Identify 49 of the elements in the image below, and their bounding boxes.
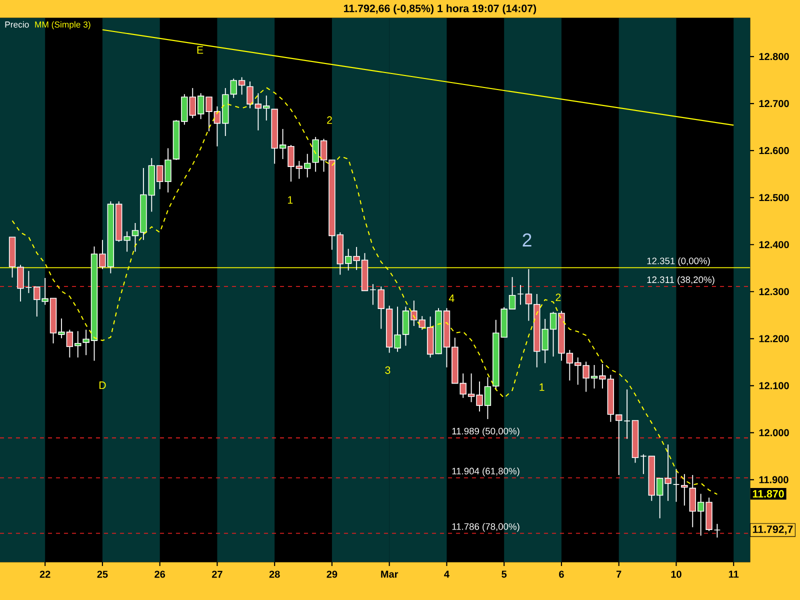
ref-line-label: 12.351 (0,00%) bbox=[647, 257, 710, 266]
ref-line-label: 12.311 (38,20%) bbox=[647, 276, 714, 285]
x-tick-label: 25 bbox=[97, 570, 108, 578]
annotation: 1 bbox=[288, 196, 293, 204]
text: Precio bbox=[5, 21, 29, 28]
ref-line-label: 11.989 (50,00%) bbox=[452, 428, 520, 436]
annotation: E bbox=[197, 46, 204, 54]
candlestick bbox=[517, 284, 524, 306]
text: MM (Simple 3) bbox=[35, 21, 90, 30]
y-tick-label: 12.600 bbox=[759, 147, 789, 154]
y-tick-label: 12.400 bbox=[759, 241, 789, 248]
x-tick-label: 10 bbox=[671, 570, 682, 578]
annotation: 1 bbox=[540, 383, 544, 391]
candlestick bbox=[640, 454, 647, 475]
x-tick-label: Mar bbox=[381, 570, 398, 578]
y-tick-label: 12.000 bbox=[759, 429, 789, 436]
candlestick bbox=[624, 388, 630, 440]
x-tick-label: 4 bbox=[444, 570, 450, 578]
y-tick-label: 12.500 bbox=[759, 194, 789, 202]
x-tick-label: 27 bbox=[212, 570, 222, 578]
x-tick-label: 5 bbox=[502, 570, 507, 578]
y-tick-label: 12.800 bbox=[759, 53, 789, 60]
y-tick-label: 12.200 bbox=[759, 335, 789, 342]
x-tick-label: 26 bbox=[154, 570, 166, 578]
x-tick-label: 28 bbox=[269, 570, 280, 578]
x-tick-label: 11 bbox=[728, 570, 739, 578]
candlestick bbox=[672, 468, 680, 502]
candlestick bbox=[714, 523, 721, 538]
annotation: 4 bbox=[448, 294, 454, 302]
x-tick-label: 29 bbox=[326, 570, 338, 578]
text: 11.792,7 bbox=[752, 525, 793, 535]
candlestick bbox=[681, 474, 688, 506]
candlestick bbox=[370, 284, 376, 306]
y-tick-label: 11.900 bbox=[759, 476, 788, 484]
chart-title: 11.792,66 (-0,85%) 1 hora 19:07 (14:07) bbox=[344, 4, 536, 14]
ref-line-label: 11.904 (61,80%) bbox=[452, 468, 520, 476]
x-tick-label: 22 bbox=[40, 570, 50, 578]
annotation: 2 bbox=[522, 233, 532, 246]
annotation: 2 bbox=[556, 294, 561, 302]
annotation: 3 bbox=[385, 366, 390, 374]
y-tick-label: 12.700 bbox=[759, 100, 789, 108]
text: 11.870 bbox=[752, 490, 784, 498]
annotation: 2 bbox=[327, 116, 332, 124]
annotation: D bbox=[99, 382, 106, 389]
y-tick-label: 12.100 bbox=[759, 382, 789, 390]
ref-line-label: 11.786 (78,00%) bbox=[452, 523, 520, 532]
y-tick-label: 12.300 bbox=[759, 288, 789, 296]
x-tick-label: 6 bbox=[559, 570, 564, 578]
x-tick-label: 7 bbox=[616, 570, 622, 578]
